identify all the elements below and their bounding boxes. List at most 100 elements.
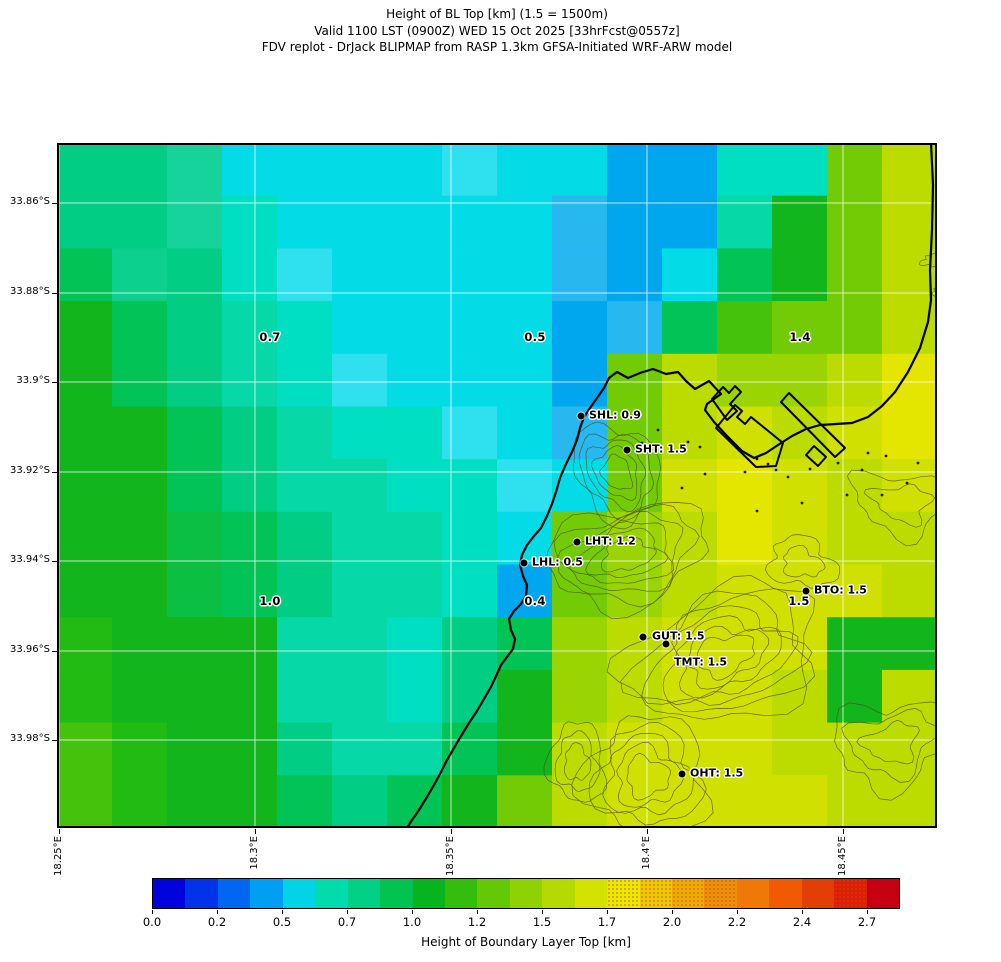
raster-cell bbox=[827, 459, 883, 513]
colorbar-tick-label: 0.2 bbox=[207, 915, 227, 929]
raster-cell bbox=[222, 248, 278, 302]
station-label-lhl: LHL: 0.5 bbox=[532, 555, 583, 569]
colorbar-segment bbox=[769, 879, 802, 908]
raster-cell bbox=[167, 564, 223, 618]
raster-cell bbox=[882, 301, 937, 355]
contour-line bbox=[919, 253, 937, 268]
contour-line bbox=[599, 453, 634, 490]
raster-cell bbox=[57, 301, 113, 355]
station-label-oht: OHT: 1.5 bbox=[690, 766, 744, 780]
contour-line bbox=[578, 433, 654, 522]
colorbar-tick-mark bbox=[542, 910, 543, 914]
raster-cell bbox=[552, 617, 608, 671]
raster-cell bbox=[827, 617, 883, 671]
raster-cell bbox=[57, 617, 113, 671]
x-tick-label: 18.25°E bbox=[53, 836, 64, 876]
raster-cell bbox=[772, 459, 828, 513]
x-tick-label: 18.35°E bbox=[445, 836, 456, 876]
colorbar-tick-label: 2.4 bbox=[792, 915, 812, 929]
raster-cell bbox=[167, 301, 223, 355]
map-canvas bbox=[57, 143, 937, 828]
colorbar-segment bbox=[380, 879, 413, 908]
raster-cell bbox=[662, 301, 718, 355]
station-label-lht: LHT: 1.2 bbox=[585, 534, 636, 548]
raster-cell bbox=[167, 511, 223, 565]
raster-cell bbox=[607, 353, 663, 407]
raster-cell bbox=[827, 564, 883, 618]
raster-cell bbox=[112, 195, 168, 249]
raster-cell bbox=[277, 722, 333, 776]
raster-cell bbox=[607, 195, 663, 249]
station-marker-bto bbox=[802, 587, 810, 595]
raster-cell bbox=[827, 775, 883, 828]
contour-line bbox=[553, 503, 700, 608]
raster-cell bbox=[717, 564, 773, 618]
colorbar-tick-label: 1.2 bbox=[467, 915, 487, 929]
x-tick-mark bbox=[843, 829, 844, 834]
contour-line bbox=[554, 730, 601, 792]
raster-cell bbox=[57, 564, 113, 618]
raster-cell bbox=[332, 406, 388, 460]
raster-cell bbox=[882, 143, 937, 197]
x-tick-label: 18.45°E bbox=[837, 836, 848, 876]
raster-cell bbox=[222, 722, 278, 776]
raster-cell bbox=[332, 775, 388, 828]
contour-line bbox=[563, 742, 592, 781]
raster-cell bbox=[112, 248, 168, 302]
raster-cell bbox=[552, 353, 608, 407]
raster-cell bbox=[662, 617, 718, 671]
colorbar-segment bbox=[672, 879, 705, 908]
raster-cell bbox=[662, 669, 718, 724]
grid-point-value: 1.4 bbox=[789, 330, 811, 344]
raster-cell bbox=[717, 511, 773, 565]
islet-dot bbox=[880, 493, 884, 497]
station-marker-lht bbox=[573, 538, 581, 546]
islet-dot bbox=[774, 468, 778, 472]
raster-cell bbox=[57, 406, 113, 460]
title-line-3: FDV replot - DrJack BLIPMAP from RASP 1.… bbox=[261, 40, 733, 54]
raster-cell bbox=[662, 722, 718, 776]
raster-cell bbox=[662, 459, 718, 513]
raster-cell bbox=[387, 406, 443, 460]
raster-cell bbox=[112, 617, 168, 671]
raster-cell bbox=[112, 406, 168, 460]
islet-dot bbox=[755, 509, 759, 513]
contour-line bbox=[545, 502, 710, 620]
contour-line bbox=[675, 615, 782, 699]
raster-cell bbox=[112, 722, 168, 776]
raster-cell bbox=[332, 669, 388, 724]
raster-cell bbox=[497, 775, 553, 828]
raster-cell bbox=[277, 511, 333, 565]
raster-cell bbox=[717, 248, 773, 302]
x-tick-mark bbox=[255, 829, 256, 834]
raster-cell bbox=[222, 564, 278, 618]
islet-dot bbox=[905, 481, 909, 485]
y-tick-label: 33.92°S bbox=[10, 465, 50, 476]
raster-cell bbox=[607, 775, 663, 828]
raster-cell bbox=[277, 406, 333, 460]
harbor-pier-foot bbox=[805, 445, 827, 467]
raster-cell bbox=[387, 143, 443, 197]
raster-cell bbox=[222, 195, 278, 249]
raster-cell bbox=[442, 406, 498, 460]
raster-cell bbox=[882, 248, 937, 302]
islet-dots bbox=[640, 428, 920, 513]
y-tick-mark bbox=[52, 651, 57, 652]
y-tick-label: 33.88°S bbox=[10, 286, 50, 297]
contour-line bbox=[864, 483, 936, 528]
raster-cell bbox=[387, 722, 443, 776]
colorbar-segment bbox=[866, 879, 900, 908]
x-tick-mark bbox=[59, 829, 60, 834]
contour-line bbox=[591, 445, 638, 501]
raster-cell bbox=[277, 775, 333, 828]
colorbar-segment bbox=[315, 879, 348, 908]
islet-dot bbox=[786, 475, 790, 479]
raster-cell bbox=[277, 248, 333, 302]
colorbar-segment bbox=[704, 879, 737, 908]
colorbar-segment bbox=[607, 879, 640, 908]
raster-cell bbox=[387, 195, 443, 249]
raster-cell bbox=[387, 301, 443, 355]
raster-cell bbox=[57, 143, 113, 197]
raster-cell bbox=[112, 301, 168, 355]
raster-cell bbox=[442, 669, 498, 724]
